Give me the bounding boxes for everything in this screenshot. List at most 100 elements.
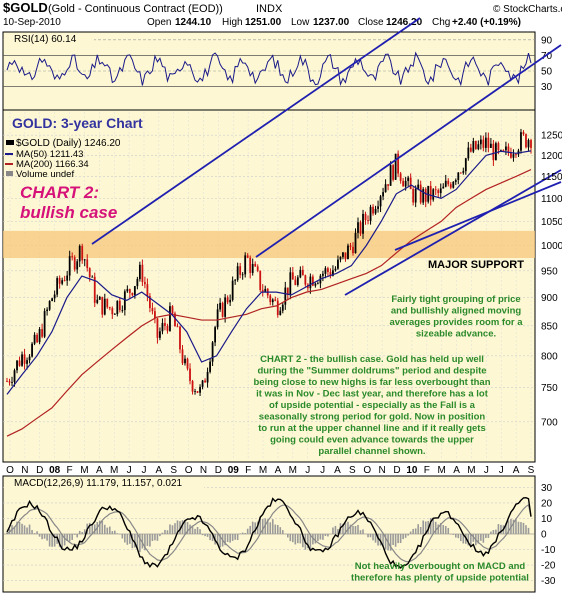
macd-tick-label: -30: [541, 576, 556, 587]
macd-label: MACD(12,26,9) 11.179, 11.157, 0.021: [14, 478, 183, 489]
macd-histogram-bar: [419, 526, 422, 534]
price-bar-body: [387, 184, 389, 186]
price-bar-body: [264, 288, 267, 292]
macd-histogram-bar: [48, 534, 51, 547]
price-bar-body: [337, 259, 339, 269]
macd-histogram-bar: [186, 521, 189, 534]
price-bar-body: [211, 342, 214, 362]
macd-histogram-bar: [404, 534, 407, 538]
price-bar-body: [392, 165, 395, 180]
macd-histogram-bar: [201, 534, 204, 536]
macd-histogram-bar: [156, 534, 159, 541]
price-bar-body: [156, 318, 159, 338]
macd-histogram-bar: [36, 531, 38, 534]
price-bar-body: [309, 276, 312, 289]
price-bar-body: [367, 220, 369, 221]
price-bar-body: [151, 308, 154, 312]
macd-histogram-bar: [292, 534, 294, 543]
price-bar-body: [382, 192, 384, 197]
price-bar-body: [16, 360, 18, 371]
macd-histogram-bar: [63, 534, 66, 546]
price-bar-body: [174, 313, 176, 327]
macd-histogram-bar: [164, 529, 166, 534]
price-bar-body: [489, 143, 492, 148]
macd-histogram-bar: [414, 528, 417, 534]
macd-histogram-bar: [417, 524, 419, 534]
price-bar-body: [31, 343, 33, 357]
chart-label-2: bullish case: [20, 203, 117, 222]
price-bar-body: [249, 257, 252, 273]
annotation-1-line: sizeable advance.: [416, 329, 496, 340]
price-bar-body: [412, 189, 415, 203]
macd-histogram-bar: [51, 534, 53, 547]
macd-histogram-bar: [334, 525, 337, 534]
chart-date: 10-Sep-2010: [3, 17, 61, 28]
ma200-line: [6, 169, 532, 437]
macd-histogram-bar: [274, 524, 277, 534]
macd-histogram-bar: [121, 534, 124, 539]
macd-histogram-bar: [229, 534, 231, 543]
price-bar-body: [176, 326, 179, 328]
macd-histogram-bar: [234, 534, 236, 540]
price-bar-body: [525, 134, 527, 148]
macd-histogram-bar: [83, 529, 86, 534]
macd-histogram-bar: [490, 531, 492, 534]
price-bar-body: [11, 382, 13, 383]
macd-histogram-bar: [126, 534, 129, 545]
price-bar-body: [164, 323, 166, 326]
month-label: S: [349, 465, 356, 476]
price-bar-body: [274, 299, 277, 301]
price-tick-label: 1100: [541, 194, 562, 205]
price-bar-body: [133, 286, 136, 296]
price-bar-body: [241, 274, 244, 276]
macd-histogram-bar: [507, 520, 510, 534]
price-bar-body: [86, 259, 89, 269]
price-bar-body: [269, 295, 272, 303]
macd-histogram-bar: [384, 534, 387, 550]
chg-label: Chg: [432, 17, 450, 28]
macd-histogram-bar: [485, 534, 487, 539]
price-bars: [6, 128, 532, 397]
price-bar-body: [118, 300, 121, 311]
rsi-tick-label: 70: [541, 51, 553, 62]
price-bar-body: [101, 296, 104, 315]
price-bar-body: [18, 360, 21, 366]
macd-histogram-bar: [369, 534, 372, 538]
price-bar-body: [123, 291, 126, 310]
month-label: M: [259, 465, 267, 476]
price-tick-label: 1000: [541, 241, 562, 252]
price-bar-body: [181, 349, 184, 364]
macd-histogram-bar: [429, 518, 432, 534]
macd-histogram-bar: [194, 528, 196, 534]
month-label: J: [320, 465, 325, 476]
price-bar-body: [487, 137, 490, 148]
macd-histogram-bar: [88, 522, 91, 534]
price-bar-body: [457, 172, 460, 181]
price-tick-label: 700: [541, 417, 558, 428]
price-bar-body: [46, 309, 49, 312]
annotation-2-line: during the "Summer doldrums" period and …: [257, 366, 486, 377]
month-label: J: [127, 465, 132, 476]
price-bar-body: [342, 252, 344, 257]
price-bar-body: [510, 152, 512, 158]
price-bar-body: [444, 180, 447, 187]
month-label: O: [185, 465, 193, 476]
price-bar-body: [354, 232, 357, 254]
month-label: S: [528, 465, 535, 476]
price-bar-body: [377, 206, 379, 209]
macd-histogram-bar: [322, 534, 324, 540]
price-bar-body: [419, 184, 422, 203]
price-bar-body: [369, 206, 372, 221]
price-axis: 1250 1200 1150 1100 1050 1000 950 900 850 800 750 7…: [541, 131, 562, 429]
macd-histogram-bar: [91, 524, 94, 534]
macd-histogram-bar: [21, 523, 23, 534]
rsi-tick-label: 90: [541, 35, 553, 46]
annotation-2-line: parallel channel shown.: [318, 446, 425, 457]
month-axis: O N D 08 F M A M J J A S O N D 09 F M A M J J A S O N D 10 F M A M J J A S: [6, 465, 535, 476]
price-bar-body: [389, 165, 392, 186]
price-bar-body: [374, 208, 377, 214]
macd-histogram-bar: [442, 524, 445, 534]
macd-histogram-bar: [317, 534, 319, 542]
legend-ma200: MA(200) 1166.34: [16, 159, 89, 170]
macd-histogram-bar: [337, 529, 339, 534]
